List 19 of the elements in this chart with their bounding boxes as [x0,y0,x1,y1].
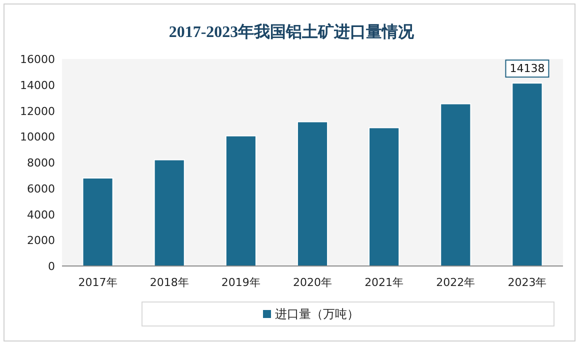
x-tick-label: 2021年 [364,276,404,289]
x-tick-label: 2018年 [150,276,189,289]
y-tick-label: 8000 [27,156,55,170]
data-label: 14138 [510,62,545,76]
x-tick-label: 2017年 [78,276,118,289]
y-tick-label: 6000 [27,182,55,196]
x-tick-label: 2022年 [436,276,476,289]
y-tick-label: 16000 [20,53,55,66]
y-tick-label: 14000 [20,78,55,92]
chart-title: 2017-2023年我国铝土矿进口量情况 [168,23,416,41]
y-tick-label: 10000 [20,130,55,144]
y-tick-label: 0 [48,260,55,273]
y-tick-label: 4000 [27,208,55,222]
y-tick-label: 12000 [20,104,55,118]
x-tick-label: 2020年 [293,276,332,289]
x-tick-label: 2023年 [508,276,547,289]
y-tick-label: 2000 [27,234,55,248]
x-tick-label: 2019年 [221,276,260,289]
legend-label: 进口量（万吨） [275,307,359,321]
